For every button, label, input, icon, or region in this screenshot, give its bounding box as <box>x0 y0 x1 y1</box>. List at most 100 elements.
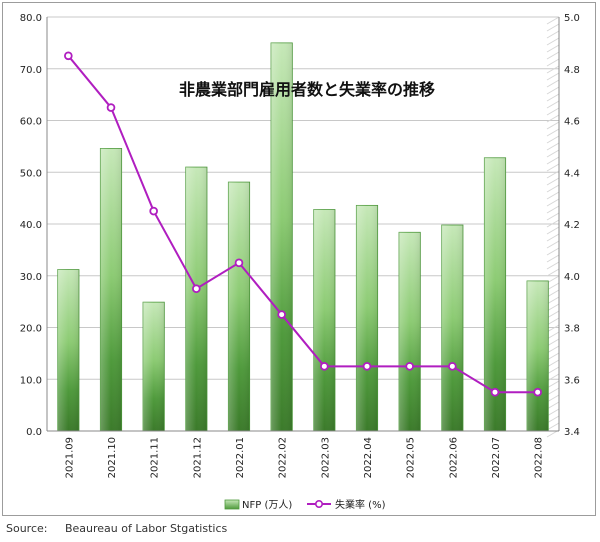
bar-shade <box>441 225 463 431</box>
hatch-line <box>546 422 560 431</box>
unemployment-point <box>405 362 414 371</box>
hatch-line <box>546 121 560 130</box>
hatch-line <box>546 380 560 389</box>
hatch-line <box>546 205 560 214</box>
hatch-line <box>546 226 560 235</box>
bar-shade <box>356 205 378 431</box>
title-layer: 非農業部門雇用者数と失業率の推移 <box>179 80 435 99</box>
hatch-line <box>546 331 560 340</box>
hatch-line <box>546 135 560 144</box>
chart-svg: 0.0 10.0 20.0 30.0 40.0 50.0 60.0 70.0 80.0 3.4 3.… <box>20 13 580 511</box>
unemployment-point <box>64 51 73 61</box>
line-layer <box>64 51 542 397</box>
hatch-line <box>546 268 560 277</box>
hatch-line <box>546 359 560 368</box>
y-right-tick-label: 4.4 <box>564 168 580 179</box>
x-tick-label: 2022.06 <box>448 437 459 478</box>
hatch-line <box>546 114 560 123</box>
hatch-line <box>546 51 560 60</box>
unemployment-point <box>192 284 201 293</box>
y-left-tick-label: 20.0 <box>20 324 42 335</box>
hatch-line <box>546 254 560 263</box>
unemployment-point <box>234 258 244 268</box>
x-tick-label: 2021.09 <box>64 437 75 478</box>
bar-shade <box>313 209 335 431</box>
hatch-line <box>546 310 560 319</box>
y-right-tick-label: 3.6 <box>564 375 580 386</box>
unemployment-point <box>448 362 457 371</box>
y-right-tick-label: 4.8 <box>564 65 580 76</box>
hatch-line <box>546 93 560 102</box>
hatch-line <box>546 16 560 25</box>
right-axis-hatch <box>546 16 560 438</box>
bar-shade <box>100 148 122 431</box>
hatch-line <box>546 345 560 354</box>
unemployment-point <box>362 362 372 371</box>
bar-shade <box>271 42 293 431</box>
hatch-line <box>546 394 560 403</box>
y-left-tick-label: 60.0 <box>20 117 42 128</box>
x-tick-label: 2021.11 <box>150 437 161 478</box>
hatch-line <box>546 44 560 53</box>
y-right-tick-label: 4.6 <box>564 117 580 128</box>
y-right-tick-label: 3.8 <box>564 324 580 335</box>
x-tick-label: 2022.05 <box>406 437 417 478</box>
hatch-line <box>546 163 560 172</box>
chart-title: 非農業部門雇用者数と失業率の推移 <box>179 80 435 99</box>
hatch-line <box>546 415 560 424</box>
hatch-line <box>546 401 560 410</box>
hatch-line <box>546 240 560 249</box>
hatch-line <box>546 198 560 207</box>
hatch-line <box>546 289 560 298</box>
hatch-line <box>546 387 560 396</box>
x-tick-label: 2021.10 <box>107 437 118 478</box>
hatch-line <box>546 352 560 361</box>
x-tick-label: 2021.12 <box>192 437 203 478</box>
y-left-tick-label: 40.0 <box>20 220 42 231</box>
source-note: Source: Beaureau of Labor Stgatistics <box>6 522 228 535</box>
hatch-line <box>546 65 560 74</box>
y-right-tick-label: 4.2 <box>564 220 580 231</box>
hatch-line <box>546 296 560 305</box>
x-tick-label: 2022.04 <box>363 437 374 478</box>
y-right-tick-label: 4.0 <box>564 272 580 283</box>
hatch-line <box>546 23 560 32</box>
hatch-line <box>546 373 560 382</box>
axes-layer: 0.0 10.0 20.0 30.0 40.0 50.0 60.0 70.0 80.0 3.4 3.… <box>20 13 580 478</box>
hatch-line <box>546 338 560 347</box>
legend-line-marker <box>314 499 323 508</box>
hatch-line <box>546 247 560 256</box>
hatch-line <box>546 219 560 228</box>
hatch-line <box>546 191 560 200</box>
hatch-line <box>546 128 560 137</box>
hatch-line <box>546 282 560 291</box>
unemployment-point <box>106 103 116 112</box>
bar-shade <box>185 167 207 431</box>
bar-shade <box>228 182 250 431</box>
hatch-line <box>546 177 560 186</box>
x-tick-label: 2022.08 <box>534 437 545 478</box>
hatch-line <box>546 100 560 109</box>
legend-bar-swatch <box>224 499 240 510</box>
hatch-line <box>546 156 560 165</box>
y-left-tick-label: 70.0 <box>20 65 42 76</box>
legend: NFP (万人) 失業率 (%) <box>224 498 386 511</box>
unemployment-point <box>533 387 542 397</box>
legend-bar-label: NFP (万人) <box>242 499 292 511</box>
unemployment-line <box>67 55 538 394</box>
hatch-line <box>546 324 560 333</box>
hatch-line <box>546 408 560 417</box>
grid-layer <box>47 16 560 438</box>
hatch-line <box>546 317 560 326</box>
bar-shade <box>143 302 165 431</box>
hatch-line <box>546 212 560 221</box>
hatch-line <box>546 142 560 151</box>
y-left-tick-label: 50.0 <box>20 168 42 179</box>
x-tick-label: 2022.02 <box>278 437 289 478</box>
hatch-line <box>546 72 560 81</box>
hatch-line <box>546 303 560 312</box>
unemployment-point <box>490 387 500 397</box>
hatch-line <box>546 170 560 179</box>
y-right-tick-label: 3.4 <box>564 427 580 438</box>
legend-line-label: 失業率 (%) <box>335 498 386 511</box>
